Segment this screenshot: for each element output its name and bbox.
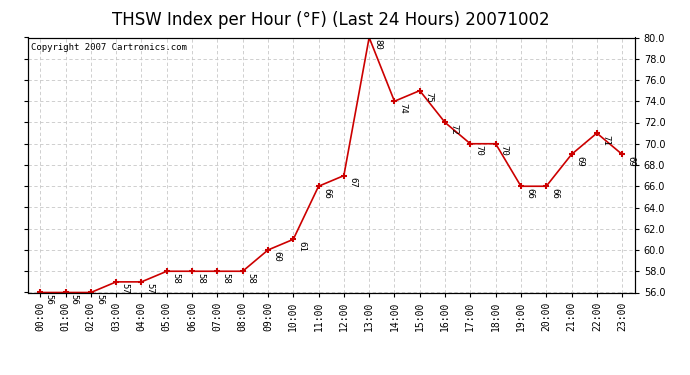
Text: 56: 56 xyxy=(44,294,53,304)
Text: 69: 69 xyxy=(627,156,635,166)
Text: 70: 70 xyxy=(475,145,484,156)
Text: 61: 61 xyxy=(297,241,306,252)
Text: 57: 57 xyxy=(146,283,155,294)
Text: 75: 75 xyxy=(424,92,433,103)
Text: 71: 71 xyxy=(601,135,610,145)
Text: 58: 58 xyxy=(247,273,256,284)
Text: Copyright 2007 Cartronics.com: Copyright 2007 Cartronics.com xyxy=(30,43,186,52)
Text: 70: 70 xyxy=(500,145,509,156)
Text: 66: 66 xyxy=(551,188,560,198)
Text: 60: 60 xyxy=(272,251,281,262)
Text: 66: 66 xyxy=(525,188,534,198)
Text: 72: 72 xyxy=(449,124,458,135)
Text: 58: 58 xyxy=(221,273,230,284)
Text: 67: 67 xyxy=(348,177,357,188)
Text: 58: 58 xyxy=(196,273,205,284)
Text: 58: 58 xyxy=(171,273,180,284)
Text: 69: 69 xyxy=(575,156,584,166)
Text: 66: 66 xyxy=(323,188,332,198)
Text: 56: 56 xyxy=(70,294,79,304)
Text: 57: 57 xyxy=(120,283,129,294)
Text: 80: 80 xyxy=(373,39,382,50)
Text: 74: 74 xyxy=(399,103,408,113)
Text: 56: 56 xyxy=(95,294,104,304)
Text: THSW Index per Hour (°F) (Last 24 Hours) 20071002: THSW Index per Hour (°F) (Last 24 Hours)… xyxy=(112,11,550,29)
